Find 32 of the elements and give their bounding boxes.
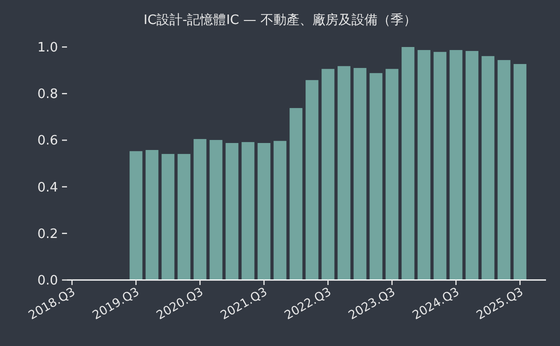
bar: [514, 64, 526, 280]
bar: [418, 50, 430, 280]
bar: [226, 142, 238, 280]
bar: [354, 68, 366, 280]
bar: [194, 139, 206, 280]
bar: [130, 151, 142, 280]
y-tick-label: 0.2: [37, 226, 58, 242]
bar: [466, 50, 478, 280]
y-tick-label: 0.8: [37, 87, 58, 102]
bar: [338, 66, 350, 280]
bar: [210, 140, 222, 280]
bar: [386, 68, 398, 280]
bar: [450, 50, 462, 280]
chart-title: IC設計-記憶體IC — 不動產、廠房及設備（季）: [144, 12, 416, 28]
y-tick-label: 1.0: [37, 40, 58, 56]
bar: [482, 56, 494, 280]
bar: [242, 142, 254, 280]
bar: [274, 140, 286, 280]
y-tick-label: 0.0: [37, 274, 58, 288]
bar: [162, 154, 174, 280]
y-tick-label: 0.4: [37, 180, 58, 196]
bar: [402, 47, 414, 280]
y-tick-label: 0.6: [37, 134, 58, 149]
bar: [290, 108, 302, 280]
bar: [498, 60, 510, 280]
bar: [258, 142, 270, 280]
bar: [306, 80, 318, 280]
bar: [146, 150, 158, 280]
bar: [322, 68, 334, 280]
bar: [178, 154, 190, 280]
bar: [370, 73, 382, 280]
bar: [434, 52, 446, 280]
